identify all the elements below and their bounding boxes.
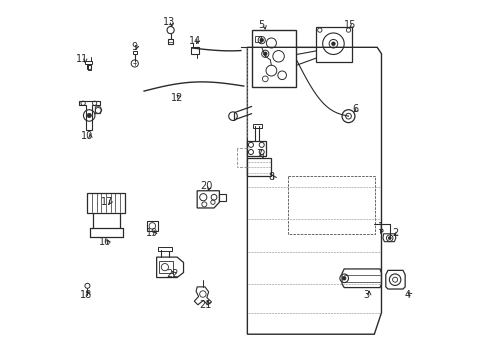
Text: 6: 6 (351, 104, 357, 114)
Text: 20: 20 (200, 181, 213, 192)
Text: 15: 15 (344, 20, 356, 30)
Text: 17: 17 (101, 197, 114, 207)
Circle shape (331, 42, 335, 45)
Circle shape (87, 113, 91, 118)
Text: 5: 5 (258, 20, 264, 30)
Text: 21: 21 (199, 300, 211, 310)
Text: 1: 1 (377, 222, 383, 231)
Text: 10: 10 (81, 131, 93, 141)
Text: 7: 7 (255, 149, 262, 159)
Text: 2: 2 (391, 228, 397, 238)
Text: 14: 14 (188, 36, 201, 46)
Circle shape (260, 39, 263, 42)
Text: 12: 12 (170, 93, 183, 103)
Text: 9: 9 (131, 42, 137, 51)
Text: 13: 13 (163, 17, 175, 27)
Circle shape (342, 276, 346, 280)
Text: 11: 11 (76, 54, 88, 64)
Text: 4: 4 (404, 290, 410, 300)
Text: 22: 22 (165, 269, 178, 279)
Text: 18: 18 (80, 291, 92, 301)
Text: 19: 19 (145, 228, 158, 238)
Circle shape (263, 52, 266, 55)
Text: 3: 3 (363, 290, 369, 300)
Text: 8: 8 (268, 172, 274, 182)
Text: 16: 16 (99, 237, 111, 247)
Circle shape (387, 237, 390, 239)
